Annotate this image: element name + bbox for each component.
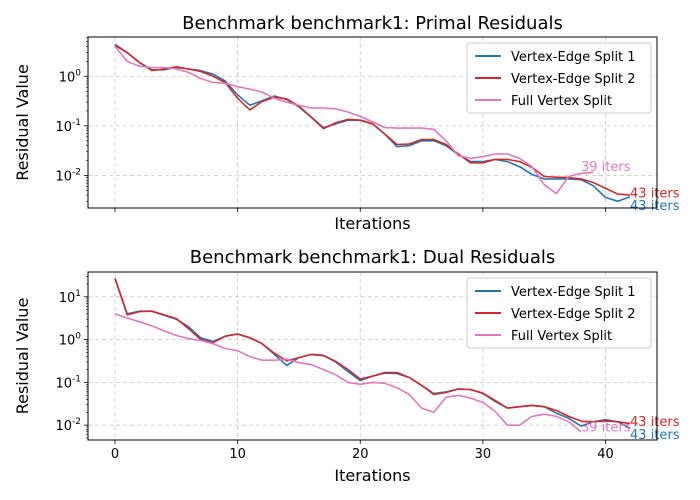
y-tick-label: 10-1 [55, 374, 81, 391]
series-line-vertex-edge-split-2 [114, 278, 631, 425]
plot-frame [87, 36, 658, 209]
x-tick-label: 30 [475, 447, 492, 462]
iteration-annotation: 39 iters [581, 421, 631, 436]
legend-box [466, 277, 652, 349]
y-axis-label: Residual Value [13, 298, 32, 415]
y-axis-label: Residual Value [13, 64, 32, 181]
legend: Vertex-Edge Split 1 Vertex-Edge Split 2 Fu… [466, 42, 652, 114]
primal-chart-title: Benchmark benchmark1: Primal Residuals [182, 13, 563, 34]
y-tick-base: 10 [55, 419, 72, 434]
y-tick-exponent: -2 [72, 167, 81, 177]
y-tick-exponent: 0 [75, 68, 81, 78]
iteration-annotation: 43 iters [630, 187, 680, 202]
iteration-annotation: 39 iters [581, 160, 631, 175]
x-tick-label: 0 [111, 447, 119, 462]
plot-frame [87, 271, 658, 441]
y-tick-base: 10 [55, 376, 72, 391]
iteration-annotation: 43 iters [630, 428, 680, 443]
legend-label: Vertex-Edge Split 2 [511, 307, 636, 322]
y-tick-base: 10 [59, 291, 76, 306]
x-tick-label: 10 [229, 447, 246, 462]
legend-label: Vertex-Edge Split 2 [511, 72, 636, 87]
y-tick-base: 10 [55, 169, 72, 184]
y-tick-exponent: -1 [72, 118, 81, 128]
y-tick-label: 100 [59, 68, 82, 85]
dual-chart-title: Benchmark benchmark1: Dual Residuals [190, 247, 556, 268]
primal-residuals-chart: Benchmark benchmark1: Primal Residuals 10… [13, 13, 680, 233]
legend-label: Vertex-Edge Split 1 [511, 285, 636, 300]
legend: Vertex-Edge Split 1 Vertex-Edge Split 2 Fu… [466, 277, 652, 349]
x-tick-label: 40 [597, 447, 614, 462]
y-tick-label: 10-1 [55, 118, 81, 135]
y-tick-label: 10-2 [55, 167, 81, 184]
x-axis-label: Iterations [334, 214, 410, 233]
y-tick-label: 10-2 [55, 417, 81, 434]
legend-label: Full Vertex Split [511, 329, 612, 344]
iteration-annotation: 43 iters [630, 199, 680, 214]
y-tick-base: 10 [59, 70, 76, 85]
series-line-full-vertex-split [114, 45, 594, 195]
y-tick-exponent: 0 [75, 332, 81, 342]
legend-label: Full Vertex Split [511, 94, 612, 109]
x-tick-label: 20 [352, 447, 369, 462]
legend-label: Vertex-Edge Split 1 [511, 50, 636, 65]
y-tick-base: 10 [55, 120, 72, 135]
y-tick-exponent: -1 [72, 374, 81, 384]
series-line-vertex-edge-split-2 [114, 44, 631, 196]
y-tick-label: 100 [59, 332, 82, 349]
y-tick-label: 101 [59, 289, 81, 306]
y-tick-exponent: -2 [72, 417, 81, 427]
y-tick-exponent: 1 [75, 289, 81, 299]
y-tick-base: 10 [59, 334, 76, 349]
iteration-annotation: 43 iters [630, 415, 680, 430]
legend-box [466, 42, 652, 114]
x-axis-label: Iterations [334, 466, 410, 485]
series-line-full-vertex-split [114, 313, 582, 433]
